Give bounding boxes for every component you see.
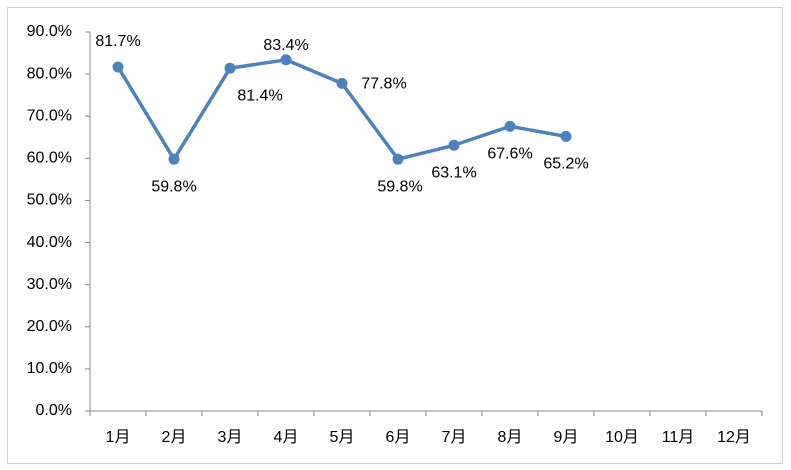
point [392,153,404,165]
data-label: 65.2% [543,156,588,173]
point [280,54,292,66]
x-tick-label: 4月 [274,429,299,446]
y-tick-label: 80.0% [27,65,72,82]
point [224,62,236,74]
x-tick-label: 3月 [218,429,243,446]
y-tick-label: 70.0% [27,107,72,124]
point [504,120,516,132]
x-tick-label: 8月 [498,429,523,446]
y-tick-label: 20.0% [27,318,72,335]
data-label: 59.8% [151,178,196,195]
data-label: 59.8% [377,178,422,195]
data-label: 83.4% [263,37,308,54]
x-tick-label: 12月 [717,429,751,446]
x-tick-label: 1月 [106,429,131,446]
point [112,61,124,73]
data-label: 77.8% [361,76,406,93]
data-label: 63.1% [431,164,476,181]
y-tick-label: 90.0% [27,23,72,40]
point [336,77,348,89]
x-tick-label: 2月 [162,429,187,446]
point [448,139,460,151]
y-tick-label: 0.0% [36,402,72,419]
y-tick-label: 40.0% [27,234,72,251]
point [560,130,572,142]
x-tick-label: 6月 [386,429,411,446]
y-tick-label: 60.0% [27,150,72,167]
y-tick-label: 10.0% [27,360,72,377]
x-tick-label: 10月 [605,429,639,446]
chart-border [7,7,783,464]
x-tick-label: 5月 [330,429,355,446]
x-tick-label: 7月 [442,429,467,446]
x-tick-label: 9月 [554,429,579,446]
x-tick-label: 11月 [662,429,695,446]
y-tick-label: 50.0% [27,192,72,209]
data-label: 67.6% [487,146,532,163]
y-tick-label: 30.0% [27,276,72,293]
data-label: 81.7% [95,33,140,50]
point [168,153,180,165]
data-label: 81.4% [237,87,282,104]
